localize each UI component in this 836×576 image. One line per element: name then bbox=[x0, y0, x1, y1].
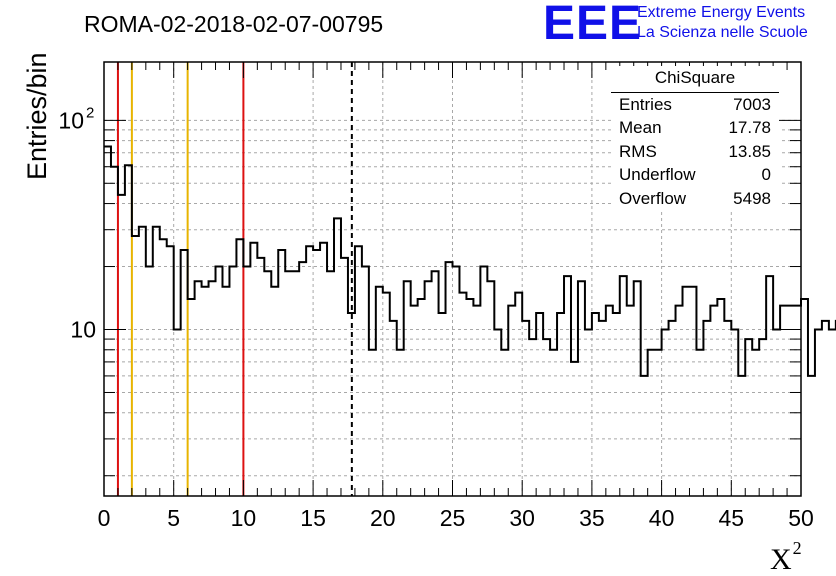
stats-label: RMS bbox=[619, 141, 657, 161]
x-axis-label-sup: 2 bbox=[792, 538, 802, 558]
x-tick-label: 50 bbox=[788, 505, 814, 531]
y-tick-label: 10 bbox=[58, 107, 84, 133]
histogram-line bbox=[104, 145, 836, 377]
marker-lines bbox=[116, 62, 353, 496]
stats-label: Underflow bbox=[619, 165, 696, 184]
x-tick-label: 30 bbox=[509, 505, 535, 531]
stats-value: 17.78 bbox=[728, 118, 771, 137]
stats-label: Overflow bbox=[619, 188, 687, 208]
y-tick-label: 10 bbox=[70, 317, 96, 343]
stats-row: RMS 13.85 bbox=[611, 140, 779, 164]
x-tick-label: 45 bbox=[719, 505, 745, 531]
stats-label: Mean bbox=[619, 118, 662, 137]
y-axis-label: Entries/bin bbox=[22, 52, 52, 180]
logo-caption: Extreme Energy Events La Scienza nelle S… bbox=[637, 3, 808, 43]
stats-label: Entries bbox=[619, 94, 672, 114]
histogram-series bbox=[104, 145, 836, 377]
stats-row: Mean 17.78 bbox=[611, 116, 779, 140]
stats-value: 7003 bbox=[733, 94, 771, 114]
x-tick-label: 5 bbox=[167, 505, 180, 531]
grid-lines bbox=[104, 62, 801, 496]
logo-line-2: La Scienza nelle Scuole bbox=[637, 24, 808, 41]
stats-row: Overflow 5498 bbox=[611, 187, 779, 211]
x-tick-label: 0 bbox=[98, 505, 111, 531]
stats-value: 5498 bbox=[733, 188, 771, 208]
stats-row: Entries 7003 bbox=[611, 93, 779, 117]
x-axis-label: X2 bbox=[770, 536, 802, 576]
logo-line-1: Extreme Energy Events bbox=[637, 4, 806, 21]
x-axis-label-base: X bbox=[770, 543, 792, 576]
stats-row: Underflow 0 bbox=[611, 163, 779, 187]
stats-box: ChiSquare Entries 7003 Mean 17.78 RMS 13.85… bbox=[611, 66, 779, 210]
stats-title: ChiSquare bbox=[611, 66, 779, 93]
eee-logo: EEE bbox=[543, 0, 643, 50]
stats-value: 0 bbox=[761, 165, 771, 184]
x-tick-label: 20 bbox=[370, 505, 396, 531]
x-tick-label: 10 bbox=[231, 505, 257, 531]
x-tick-label: 40 bbox=[649, 505, 675, 531]
x-tick-label: 35 bbox=[579, 505, 605, 531]
x-tick-label: 15 bbox=[300, 505, 326, 531]
x-tick-label: 25 bbox=[440, 505, 466, 531]
run-title: ROMA-02-2018-02-07-00795 bbox=[84, 11, 384, 37]
y-tick-label-exp: 2 bbox=[86, 104, 94, 121]
stats-value: 13.85 bbox=[728, 141, 771, 161]
